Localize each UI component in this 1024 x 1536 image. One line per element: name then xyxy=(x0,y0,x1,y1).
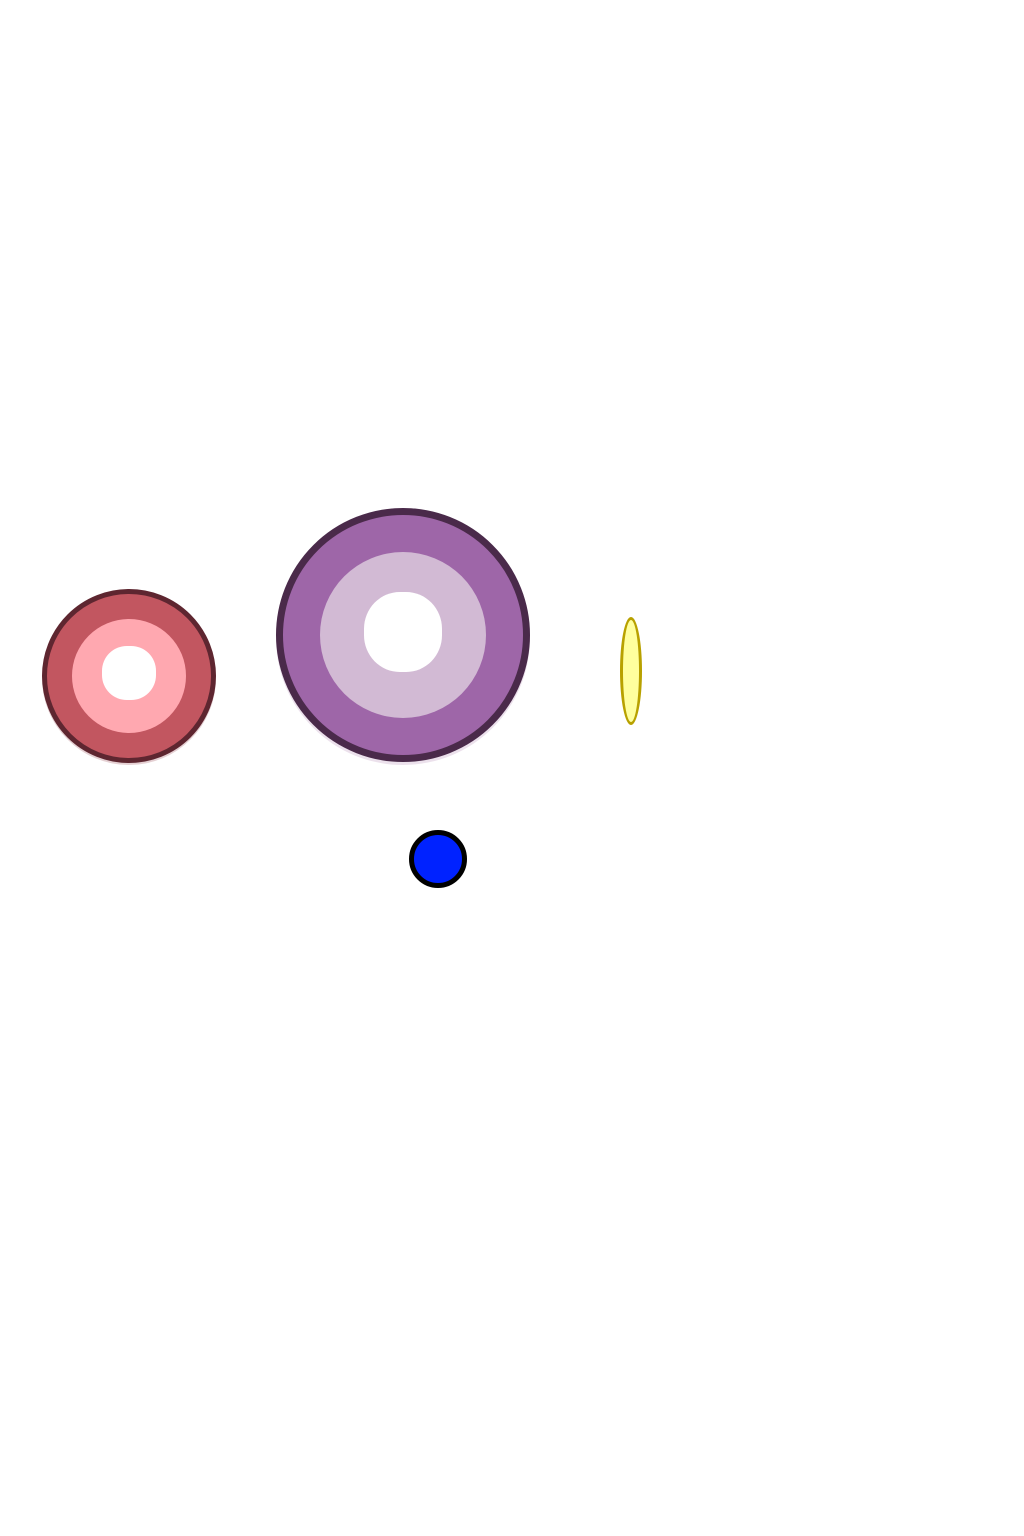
red-ring-token[interactable] xyxy=(42,589,216,763)
red-ring-inner-band xyxy=(72,619,186,733)
purple-ring-inner-band xyxy=(320,552,486,718)
red-ring-hole xyxy=(102,646,156,700)
blue-ball-player[interactable] xyxy=(409,830,467,888)
yellow-disc-token[interactable] xyxy=(620,617,642,725)
purple-ring-token[interactable] xyxy=(276,508,530,762)
purple-ring-hole xyxy=(364,592,442,672)
